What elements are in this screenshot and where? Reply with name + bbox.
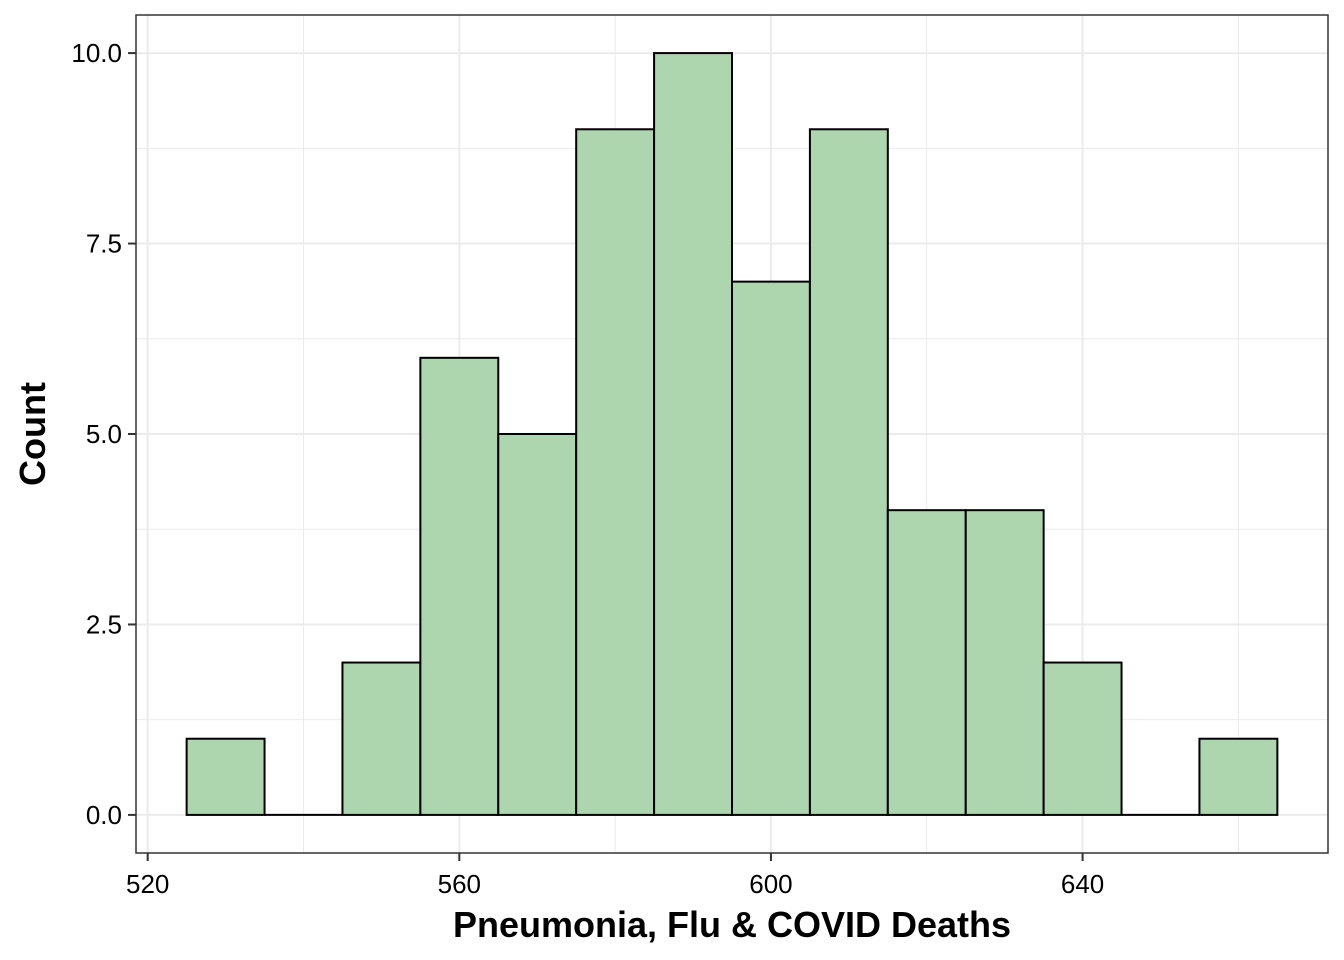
y-tick-label: 7.5 [86, 229, 122, 259]
x-tick-label: 600 [749, 869, 792, 899]
x-tick-label: 560 [438, 869, 481, 899]
histogram-bar [1198, 737, 1279, 816]
histogram-bar [185, 737, 266, 816]
histogram-bar [419, 356, 500, 816]
histogram-bar [653, 52, 733, 816]
y-axis-title: Count [12, 382, 53, 486]
y-tick-label: 2.5 [86, 609, 122, 639]
histogram-bar [575, 128, 656, 816]
histogram-bar [1042, 661, 1123, 816]
y-tick-label: 10.0 [71, 38, 122, 68]
x-axis: 520 560 600 640 [126, 853, 1104, 899]
histogram-bar [731, 280, 811, 816]
y-tick-label: 0.0 [86, 800, 122, 830]
histogram-bars [185, 52, 1279, 816]
histogram-bar [497, 433, 578, 816]
histogram-bar [808, 128, 889, 816]
histogram-bar [964, 509, 1045, 816]
histogram-bar [886, 509, 967, 816]
histogram-bar [341, 661, 422, 816]
x-axis-title: Pneumonia, Flu & COVID Deaths [453, 904, 1011, 945]
x-tick-label: 640 [1061, 869, 1104, 899]
y-axis: 0.0 2.5 5.0 7.5 10.0 [71, 38, 136, 830]
y-tick-label: 5.0 [86, 419, 122, 449]
x-tick-label: 520 [126, 869, 169, 899]
